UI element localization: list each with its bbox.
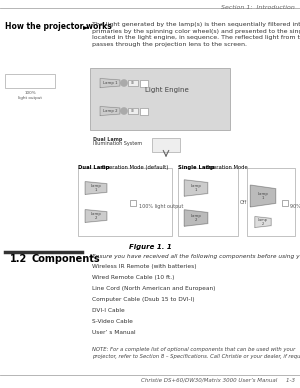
- Bar: [128, 80, 138, 86]
- Text: Computer Cable (Dsub 15 to DVI-I): Computer Cable (Dsub 15 to DVI-I): [92, 297, 195, 302]
- Text: Lamp
2: Lamp 2: [91, 212, 101, 220]
- Bar: [178, 168, 238, 236]
- Text: 1.2: 1.2: [10, 254, 27, 264]
- Text: CB: CB: [131, 81, 135, 85]
- Text: Dual Lamp: Dual Lamp: [78, 165, 110, 170]
- Text: Light Engine: Light Engine: [145, 87, 189, 93]
- Text: Line Cord (North American and European): Line Cord (North American and European): [92, 286, 215, 291]
- Bar: [140, 80, 148, 87]
- Text: Lamp
1: Lamp 1: [91, 184, 101, 192]
- Bar: [5, 74, 55, 88]
- Polygon shape: [184, 210, 208, 226]
- Polygon shape: [100, 78, 120, 88]
- Polygon shape: [255, 217, 271, 227]
- Text: 100% light output: 100% light output: [139, 204, 183, 209]
- Circle shape: [121, 80, 128, 87]
- Text: Components: Components: [32, 254, 100, 264]
- Text: 100%: 100%: [24, 91, 36, 95]
- Text: Lamp 1: Lamp 1: [103, 81, 117, 85]
- Text: Lamp
1: Lamp 1: [258, 192, 268, 200]
- Text: Lamp
1: Lamp 1: [190, 184, 201, 192]
- Text: DVI-I Cable: DVI-I Cable: [92, 308, 125, 313]
- Text: The light generated by the lamp(s) is then sequentially filtered into the RGB co: The light generated by the lamp(s) is th…: [92, 22, 300, 47]
- Bar: [247, 168, 295, 236]
- Text: S-Video Cable: S-Video Cable: [92, 319, 133, 324]
- Text: ►: ►: [83, 22, 89, 31]
- Text: Operation Mode (default): Operation Mode (default): [100, 165, 168, 170]
- Text: Wired Remote Cable (10 ft.): Wired Remote Cable (10 ft.): [92, 275, 175, 280]
- Bar: [128, 108, 138, 114]
- Text: Ensure you have received all the following components before using your projecto: Ensure you have received all the followi…: [92, 254, 300, 259]
- Text: Christie DS+60/DW30/Matrix 3000 User’s Manual     1-3: Christie DS+60/DW30/Matrix 3000 User’s M…: [141, 378, 295, 383]
- Text: Figure 1. 1: Figure 1. 1: [129, 244, 171, 250]
- Text: light output: light output: [18, 96, 42, 100]
- Bar: [90, 68, 230, 130]
- Text: Wireless IR Remote (with batteries): Wireless IR Remote (with batteries): [92, 264, 196, 269]
- Bar: [130, 200, 136, 206]
- Polygon shape: [85, 182, 107, 194]
- Polygon shape: [184, 180, 208, 196]
- Text: Lamp 2: Lamp 2: [103, 109, 117, 113]
- Text: Lamp
2: Lamp 2: [190, 214, 201, 222]
- Bar: [152, 138, 180, 152]
- Polygon shape: [100, 106, 120, 116]
- Polygon shape: [85, 210, 107, 222]
- Text: NOTE: For a complete list of optional components that can be used with your
proj: NOTE: For a complete list of optional co…: [92, 347, 300, 359]
- Circle shape: [121, 107, 128, 114]
- Text: User’ s Manual: User’ s Manual: [92, 330, 136, 335]
- Bar: [140, 107, 148, 114]
- Text: Section 1:  Introduction: Section 1: Introduction: [221, 5, 295, 10]
- Text: Single Lamp: Single Lamp: [178, 165, 214, 170]
- Text: Dual Lamp: Dual Lamp: [93, 137, 122, 142]
- Text: Operation Mode: Operation Mode: [204, 165, 248, 170]
- Text: Illumination System: Illumination System: [93, 141, 142, 146]
- Bar: [78, 168, 172, 236]
- Text: CB: CB: [131, 109, 135, 113]
- Text: 90% light output: 90% light output: [290, 204, 300, 209]
- Polygon shape: [250, 185, 276, 207]
- Text: How the projector works: How the projector works: [5, 22, 112, 31]
- Text: Lamp
2: Lamp 2: [258, 218, 268, 226]
- Text: Off: Off: [240, 199, 247, 204]
- Bar: [282, 200, 288, 206]
